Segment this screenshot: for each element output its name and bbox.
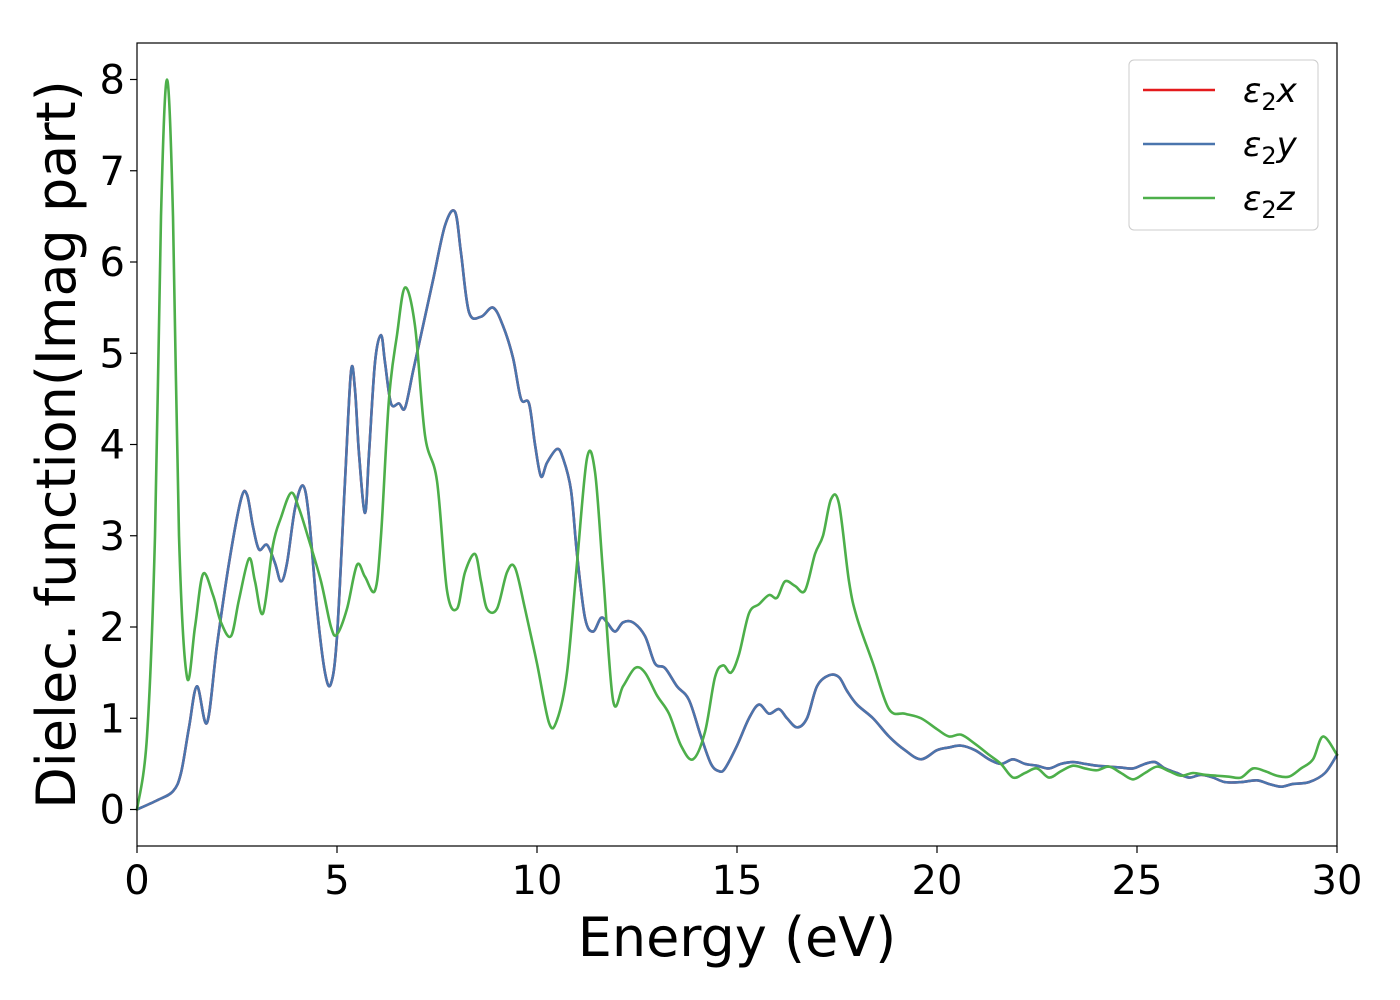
- series-line-y: [135, 209, 1339, 811]
- x-tick-label: 0: [124, 858, 149, 904]
- y-tick-label: 5: [100, 331, 125, 377]
- x-tick-label: 10: [512, 858, 563, 904]
- y-tick-label: 0: [100, 788, 125, 834]
- y-tick-label: 7: [100, 149, 125, 195]
- x-tick-label: 30: [1312, 858, 1363, 904]
- y-axis-ticks: 0 1 2 3 4 5 6 7 8: [100, 58, 137, 834]
- x-axis-ticks: 0 5 10 15 20 25 30: [124, 846, 1362, 904]
- x-tick-label: 15: [712, 858, 763, 904]
- x-tick-label: 5: [324, 858, 349, 904]
- y-axis-label: Dielec. function(Imag part): [25, 80, 88, 809]
- x-axis-label: Energy (eV): [578, 906, 897, 969]
- x-tick-label: 20: [912, 858, 963, 904]
- legend-label-y: ε2y: [1243, 125, 1298, 170]
- y-tick-label: 2: [100, 605, 125, 651]
- y-tick-label: 3: [100, 514, 125, 560]
- legend-box: [1128, 59, 1319, 231]
- legend-label-x: ε2x: [1243, 71, 1298, 116]
- y-tick-label: 4: [100, 423, 125, 469]
- legend: ε2x ε2y ε2z: [1128, 59, 1319, 231]
- series-layer: [135, 78, 1339, 811]
- x-tick-label: 25: [1112, 858, 1163, 904]
- y-tick-label: 6: [100, 240, 125, 286]
- series-line-z: [135, 78, 1339, 811]
- legend-label-z: ε2z: [1243, 179, 1296, 224]
- y-tick-label: 8: [100, 58, 125, 104]
- y-tick-label: 1: [100, 696, 125, 742]
